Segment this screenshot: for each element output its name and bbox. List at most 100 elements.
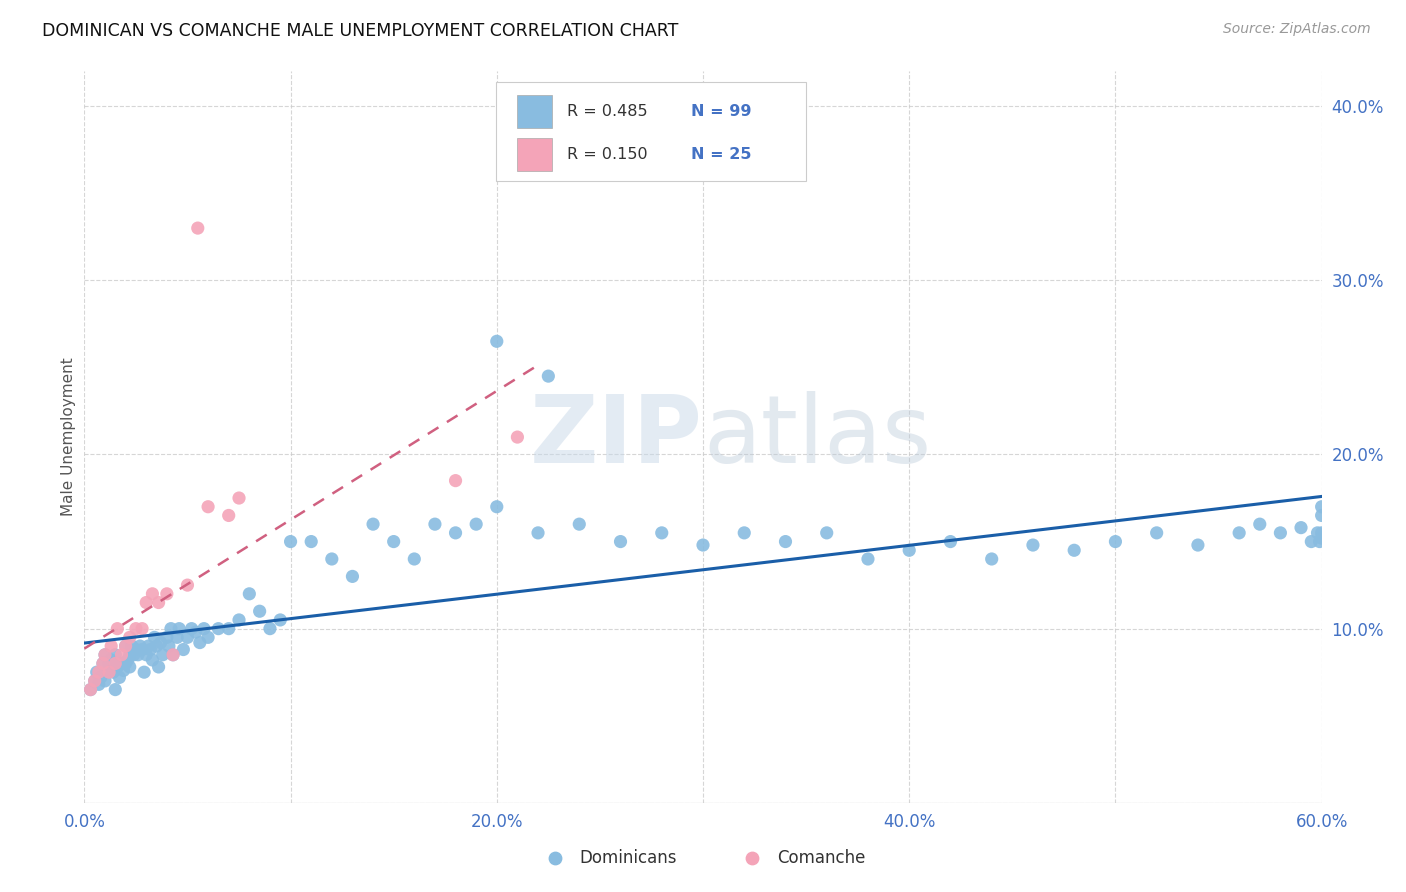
Y-axis label: Male Unemployment: Male Unemployment: [60, 358, 76, 516]
Point: [280, 534, 302, 549]
Point: [160, 622, 183, 636]
Point: [79, 682, 101, 697]
Point: [145, 639, 167, 653]
Point: [162, 648, 184, 662]
Point: [162, 648, 184, 662]
Point: [269, 613, 291, 627]
Point: [141, 587, 163, 601]
Point: [176, 578, 198, 592]
Point: [108, 670, 131, 684]
Point: [184, 625, 207, 640]
Point: [238, 587, 260, 601]
Point: [1309, 534, 1331, 549]
Point: [87, 677, 110, 691]
Point: [228, 491, 250, 505]
Point: [299, 534, 322, 549]
Point: [1063, 543, 1085, 558]
Point: [114, 639, 136, 653]
Text: Source: ZipAtlas.com: Source: ZipAtlas.com: [1223, 22, 1371, 37]
Point: [197, 500, 219, 514]
Point: [94, 648, 117, 662]
Point: [609, 534, 631, 549]
Point: [939, 534, 962, 549]
Point: [105, 622, 128, 636]
Point: [112, 664, 135, 678]
Point: [382, 534, 405, 549]
Point: [125, 642, 148, 657]
Text: R = 0.150: R = 0.150: [567, 147, 648, 162]
Point: [207, 622, 229, 636]
Point: [110, 657, 132, 671]
Point: [104, 682, 127, 697]
Point: [856, 552, 879, 566]
Point: [143, 631, 166, 645]
Point: [172, 642, 194, 657]
FancyBboxPatch shape: [517, 95, 553, 128]
Point: [898, 543, 921, 558]
Point: [423, 517, 446, 532]
Text: Comanche: Comanche: [778, 848, 866, 867]
Point: [321, 552, 343, 566]
Point: [228, 613, 250, 627]
Point: [136, 639, 159, 653]
Point: [167, 622, 190, 636]
Point: [218, 508, 240, 523]
Point: [361, 517, 384, 532]
Point: [125, 622, 148, 636]
Point: [1104, 534, 1126, 549]
Point: [135, 595, 157, 609]
Point: [98, 657, 121, 671]
Point: [733, 525, 755, 540]
Point: [188, 635, 211, 649]
Point: [135, 648, 157, 662]
Point: [148, 660, 170, 674]
Point: [129, 639, 152, 653]
Point: [83, 673, 105, 688]
Text: DOMINICAN VS COMANCHE MALE UNEMPLOYMENT CORRELATION CHART: DOMINICAN VS COMANCHE MALE UNEMPLOYMENT …: [42, 22, 679, 40]
Point: [114, 657, 136, 671]
Point: [404, 552, 426, 566]
Point: [485, 500, 508, 514]
Point: [131, 622, 153, 636]
Point: [197, 631, 219, 645]
Point: [180, 622, 202, 636]
Point: [114, 639, 136, 653]
Point: [104, 648, 127, 662]
Point: [1227, 525, 1250, 540]
Point: [122, 648, 145, 662]
Point: [100, 639, 122, 653]
Point: [193, 622, 215, 636]
Point: [91, 657, 114, 671]
Point: [1310, 508, 1333, 523]
Point: [1310, 500, 1333, 514]
Point: [87, 665, 110, 680]
Point: [98, 665, 121, 680]
Point: [259, 622, 281, 636]
Text: ZIP: ZIP: [530, 391, 703, 483]
Point: [91, 657, 114, 671]
Point: [100, 660, 122, 674]
Point: [149, 635, 172, 649]
Point: [1022, 538, 1045, 552]
Point: [775, 534, 797, 549]
Point: [94, 648, 117, 662]
Point: [1289, 521, 1312, 535]
FancyBboxPatch shape: [496, 82, 806, 181]
Point: [465, 517, 488, 532]
Point: [104, 657, 127, 671]
Point: [527, 525, 550, 540]
Point: [148, 595, 170, 609]
Point: [651, 525, 673, 540]
Point: [1301, 534, 1323, 549]
Point: [444, 525, 467, 540]
Point: [176, 631, 198, 645]
Point: [1310, 531, 1333, 545]
Point: [152, 648, 174, 662]
Point: [485, 334, 508, 349]
Point: [1187, 538, 1209, 552]
Point: [444, 474, 467, 488]
Point: [110, 648, 132, 662]
Point: [127, 648, 149, 662]
Point: [156, 587, 179, 601]
Point: [121, 639, 143, 653]
